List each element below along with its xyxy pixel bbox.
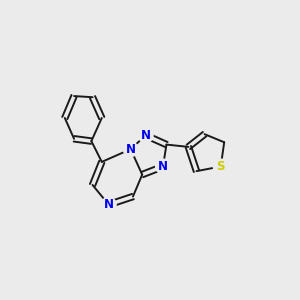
Text: S: S — [217, 160, 225, 173]
Text: N: N — [158, 160, 168, 173]
Circle shape — [123, 142, 138, 157]
Text: N: N — [126, 143, 136, 156]
Text: N: N — [141, 129, 151, 142]
Text: N: N — [104, 198, 114, 211]
Circle shape — [213, 159, 228, 174]
Circle shape — [101, 197, 116, 212]
Circle shape — [156, 159, 170, 174]
Circle shape — [138, 128, 153, 143]
